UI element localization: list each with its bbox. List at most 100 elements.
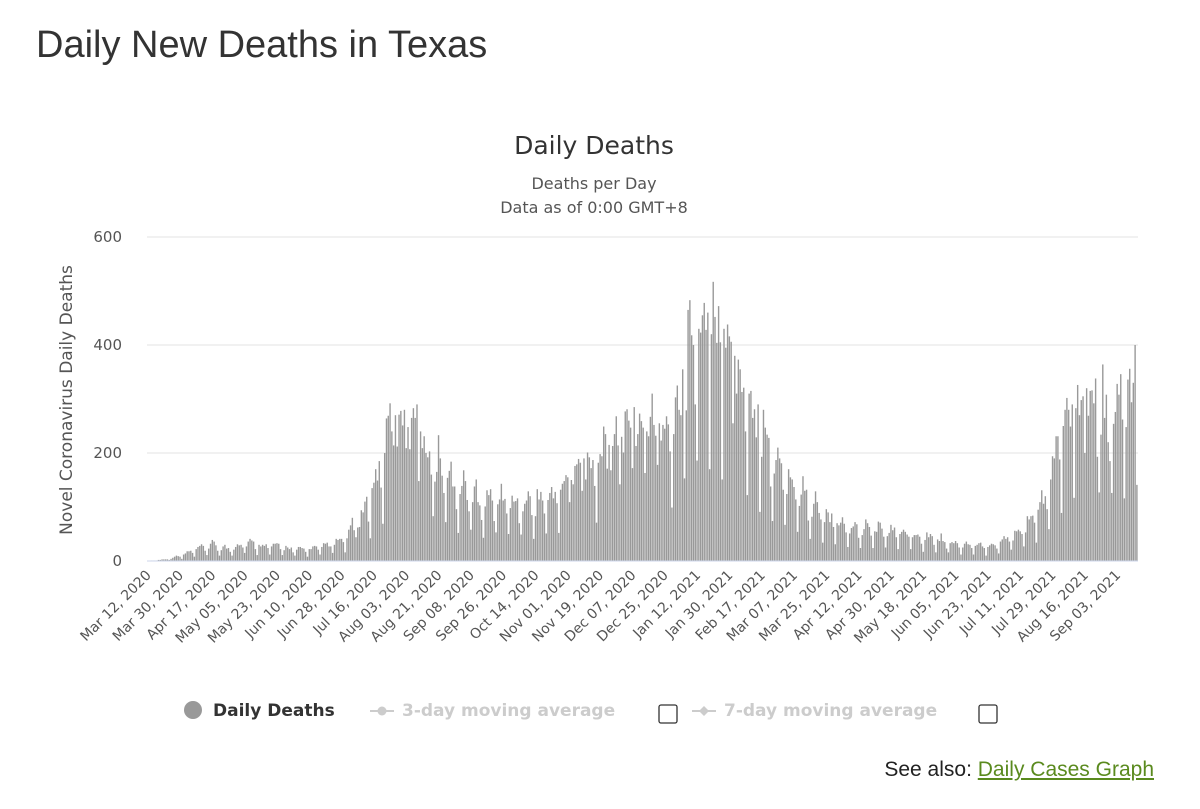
bar-daily-deaths <box>190 550 192 561</box>
bar-daily-deaths <box>590 468 592 561</box>
bar-daily-deaths <box>349 525 352 561</box>
bar-daily-deaths <box>371 488 373 561</box>
bar-daily-deaths <box>1116 383 1118 561</box>
bar-daily-deaths <box>184 553 187 561</box>
bar-daily-deaths <box>410 417 413 561</box>
bar-daily-deaths <box>990 543 993 561</box>
bar-daily-deaths <box>1003 536 1005 561</box>
bar-daily-deaths <box>805 489 808 561</box>
bar-daily-deaths <box>881 528 883 561</box>
bar-daily-deaths <box>879 522 881 561</box>
bar-daily-deaths <box>441 475 443 561</box>
bar-daily-deaths <box>1132 382 1135 561</box>
bar-daily-deaths <box>1053 458 1056 561</box>
bar-daily-deaths <box>418 481 420 561</box>
bar-daily-deaths <box>750 390 752 561</box>
bar-daily-deaths <box>1059 459 1061 561</box>
bar-daily-deaths <box>949 543 951 561</box>
see-also-label: See also: <box>884 758 972 781</box>
bar-daily-deaths <box>678 409 680 561</box>
bar-daily-deaths <box>552 498 555 561</box>
daily-cases-graph-link[interactable]: Daily Cases Graph <box>977 758 1154 781</box>
bar-daily-deaths <box>466 499 468 561</box>
bar-daily-deaths <box>863 529 865 561</box>
bar-daily-deaths <box>752 417 754 561</box>
bar-daily-deaths <box>400 410 402 561</box>
y-tick-label: 400 <box>93 336 122 354</box>
bar-daily-deaths <box>401 425 404 561</box>
bar-daily-deaths <box>971 548 973 561</box>
bar-daily-deaths <box>538 499 540 561</box>
bar-daily-deaths <box>567 477 569 561</box>
legend-item-7-day-average[interactable]: 7-day moving average <box>692 701 937 721</box>
bar-daily-deaths <box>509 508 512 561</box>
bar-daily-deaths <box>1120 374 1122 561</box>
bar-daily-deaths <box>1091 390 1093 561</box>
bar-daily-deaths <box>513 501 515 561</box>
bar-daily-deaths <box>786 494 788 561</box>
bar-daily-deaths <box>832 526 835 561</box>
legend-item-daily-deaths[interactable]: Daily Deaths <box>184 701 335 721</box>
bar-daily-deaths <box>1100 434 1102 561</box>
bar-daily-deaths <box>319 554 321 561</box>
bar-daily-deaths <box>962 547 964 561</box>
bar-daily-deaths <box>258 544 260 561</box>
bar-daily-deaths <box>581 490 583 561</box>
bar-daily-deaths <box>599 454 601 561</box>
bar-daily-deaths <box>477 502 479 561</box>
bar-daily-deaths <box>443 492 445 561</box>
bar-daily-deaths <box>1062 426 1064 561</box>
bar-daily-deaths <box>814 491 817 561</box>
bar-daily-deaths <box>960 554 962 561</box>
bar-daily-deaths <box>922 551 924 561</box>
bar-daily-deaths <box>682 369 684 561</box>
bar-daily-deaths <box>391 431 393 561</box>
bar-daily-deaths <box>994 545 996 561</box>
bar-daily-deaths <box>647 436 650 561</box>
bar-daily-deaths <box>179 556 181 561</box>
bar-daily-deaths <box>392 445 395 561</box>
bar-daily-deaths <box>1055 436 1057 561</box>
bar-daily-deaths <box>310 549 312 561</box>
bar-daily-deaths <box>997 553 1000 561</box>
y-tick-label: 600 <box>93 228 122 246</box>
bar-daily-deaths <box>445 522 447 561</box>
checkbox-7-day-average[interactable] <box>978 704 998 724</box>
bar-daily-deaths <box>1067 409 1070 561</box>
bar-daily-deaths <box>1017 529 1020 561</box>
bar-daily-deaths <box>1118 394 1120 561</box>
bar-daily-deaths <box>714 316 716 561</box>
bar-daily-deaths <box>759 511 761 561</box>
bar-daily-deaths <box>712 281 714 561</box>
checkbox-3-day-average[interactable] <box>658 704 678 724</box>
bar-daily-deaths <box>1014 530 1016 561</box>
bar-daily-deaths <box>427 457 429 561</box>
bar-daily-deaths <box>541 500 544 561</box>
bar-daily-deaths <box>473 486 476 561</box>
daily-deaths-chart: Daily Deaths Deaths per Day Data as of 0… <box>57 131 1138 724</box>
bar-daily-deaths <box>1123 498 1126 561</box>
bar-daily-deaths <box>895 537 898 561</box>
bar-daily-deaths <box>331 552 334 561</box>
bar-daily-deaths <box>884 547 887 561</box>
bar-daily-deaths <box>622 452 625 561</box>
legend-dot-icon <box>377 706 387 716</box>
bar-daily-deaths <box>191 552 194 561</box>
bar-daily-deaths <box>1075 408 1077 561</box>
bar-daily-deaths <box>739 369 741 561</box>
bar-daily-deaths <box>348 529 350 561</box>
bar-daily-deaths <box>1087 415 1090 561</box>
bar-daily-deaths <box>1019 531 1021 561</box>
bar-daily-deaths <box>554 491 556 561</box>
bar-daily-deaths <box>532 538 535 561</box>
legend-item-3-day-average[interactable]: 3-day moving average <box>370 701 615 721</box>
y-axis-ticks: 0 200 400 600 <box>93 228 122 570</box>
grid-lines <box>147 236 1138 454</box>
bar-daily-deaths <box>701 315 704 561</box>
bar-daily-deaths <box>579 462 582 561</box>
bar-daily-deaths <box>606 468 608 561</box>
bar-daily-deaths <box>482 537 485 561</box>
bar-daily-deaths <box>721 479 723 561</box>
bar-daily-deaths <box>278 543 280 561</box>
bar-daily-deaths <box>1015 531 1018 561</box>
